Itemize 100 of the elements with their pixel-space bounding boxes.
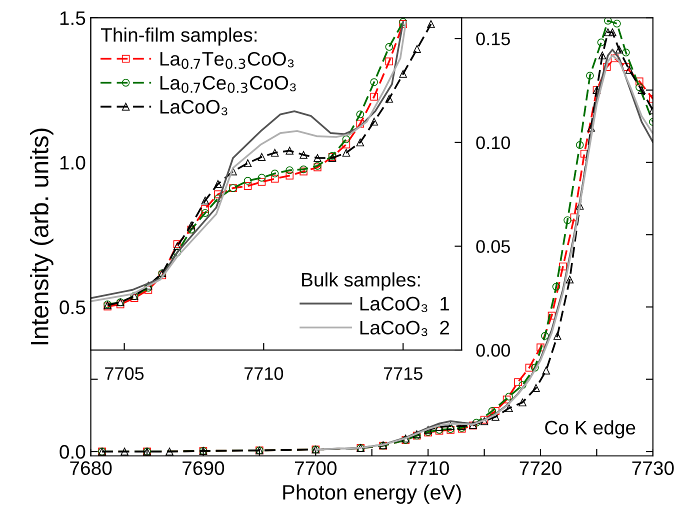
point xyxy=(270,148,279,157)
point xyxy=(370,92,378,101)
point xyxy=(604,18,612,25)
y-tick-label: 1.0 xyxy=(60,156,86,170)
point xyxy=(385,94,394,103)
point xyxy=(598,52,606,60)
point xyxy=(214,180,222,188)
point xyxy=(610,54,619,62)
point xyxy=(566,276,574,284)
point xyxy=(532,384,540,392)
x-tick-label: 7730 xyxy=(632,461,674,476)
legend-title: Thin-film samples: xyxy=(100,28,257,46)
point xyxy=(300,150,308,159)
point xyxy=(166,448,174,456)
annotation: Co K edge xyxy=(545,420,636,438)
legend-label: La$_{0.7}$Ce$_{0.3}$CoO₃ xyxy=(160,76,296,93)
point xyxy=(244,159,252,168)
point xyxy=(187,222,196,230)
point xyxy=(314,154,322,162)
y-tick-label: 0.00 xyxy=(476,344,510,357)
y-tick-label: 0.05 xyxy=(476,240,510,253)
point xyxy=(542,366,550,374)
x-tick-label: 7720 xyxy=(520,461,562,476)
point xyxy=(576,141,584,149)
point xyxy=(201,209,210,217)
point xyxy=(399,70,407,78)
point xyxy=(270,170,279,178)
point xyxy=(559,262,567,270)
point xyxy=(553,332,562,340)
y-axis-title: Intensity (arb. units) xyxy=(30,128,54,344)
point xyxy=(356,120,364,128)
point xyxy=(385,58,394,66)
legend-label: LaCoO₃ 1 xyxy=(360,296,450,312)
x-tick-label: 7690 xyxy=(182,461,224,476)
point xyxy=(342,135,350,144)
point xyxy=(636,78,644,86)
point xyxy=(505,392,513,400)
point xyxy=(244,176,252,185)
point xyxy=(505,404,513,412)
y-tick-label: 0.0 xyxy=(60,445,86,459)
y-tick-label: 0.15 xyxy=(476,32,510,46)
point xyxy=(587,124,595,132)
x-tick-label: 7715 xyxy=(384,367,422,380)
point xyxy=(536,344,544,352)
point xyxy=(286,146,294,155)
point xyxy=(446,422,454,430)
point xyxy=(622,48,630,56)
point xyxy=(636,83,644,92)
y-tick-label: 1.5 xyxy=(60,11,86,26)
point xyxy=(258,174,266,182)
x-tick-label: 7705 xyxy=(105,367,144,380)
legend-label: La$_{0.7}$Te$_{0.3}$CoO₃ xyxy=(160,52,294,69)
y-tick-label: 0.5 xyxy=(60,300,86,314)
point xyxy=(488,407,496,415)
point xyxy=(564,216,572,224)
point xyxy=(300,165,308,174)
point xyxy=(613,20,621,28)
point xyxy=(541,332,549,340)
point xyxy=(286,166,294,174)
point xyxy=(356,138,364,146)
annotation: Bulk samples: xyxy=(302,272,420,290)
point xyxy=(201,196,210,204)
legend-label: LaCoO₃ xyxy=(160,100,228,116)
point xyxy=(244,182,252,190)
point xyxy=(342,148,350,157)
legend-label: LaCoO₃ 2 xyxy=(360,320,450,336)
point xyxy=(214,194,222,202)
x-tick-label: 7710 xyxy=(407,461,449,476)
point xyxy=(597,38,606,46)
x-axis-title: Photon energy (eV) xyxy=(283,484,461,504)
y-tick-label: 0.10 xyxy=(476,136,510,150)
x-tick-label: 7680 xyxy=(70,461,112,476)
x-tick-label: 7700 xyxy=(295,461,337,476)
point xyxy=(385,42,394,51)
point xyxy=(356,110,364,118)
point xyxy=(525,364,534,372)
point xyxy=(615,46,624,54)
point xyxy=(518,398,526,406)
point xyxy=(201,204,210,213)
point xyxy=(530,364,539,372)
point xyxy=(370,118,378,126)
point xyxy=(370,78,378,86)
point xyxy=(342,140,350,148)
point xyxy=(413,45,421,53)
point xyxy=(586,72,594,80)
point xyxy=(427,20,435,28)
point xyxy=(258,178,266,186)
point xyxy=(602,63,611,71)
point xyxy=(552,282,560,291)
point xyxy=(625,66,634,74)
point xyxy=(286,172,294,180)
point xyxy=(608,28,616,36)
point xyxy=(120,448,128,456)
point xyxy=(214,190,222,198)
point xyxy=(270,174,279,183)
point xyxy=(258,153,266,161)
point xyxy=(638,86,646,94)
x-tick-label: 7710 xyxy=(244,367,284,380)
point xyxy=(604,28,612,36)
point xyxy=(514,378,522,386)
